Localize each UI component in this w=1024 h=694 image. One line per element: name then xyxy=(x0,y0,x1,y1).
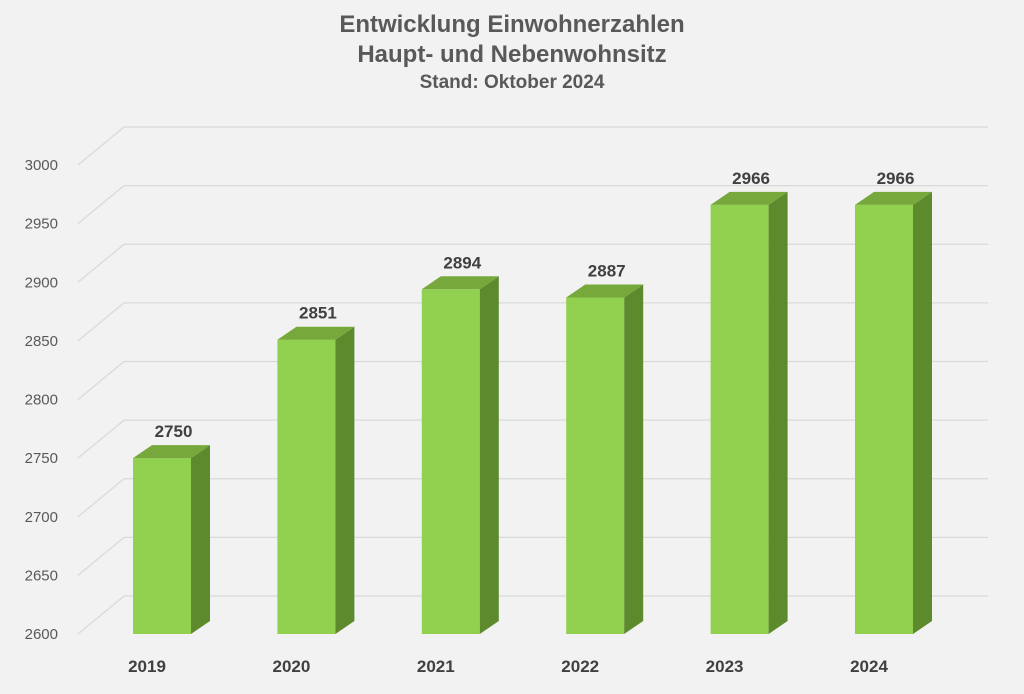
y-tick-label: 2700 xyxy=(25,509,58,526)
data-labels: 2750 2851 2894 2887 2966 2966 xyxy=(155,169,915,441)
bar-2021 xyxy=(421,276,499,634)
bar-side xyxy=(624,284,644,634)
data-label: 2851 xyxy=(299,304,337,323)
bar-2023 xyxy=(710,191,788,635)
data-label: 2887 xyxy=(588,261,626,280)
gridline xyxy=(77,419,988,459)
y-tick-label: 2800 xyxy=(25,392,58,409)
chart-date-note: Stand: Oktober 2024 xyxy=(419,72,605,93)
data-label: 2894 xyxy=(443,253,481,272)
gridline xyxy=(77,184,988,225)
bar-top xyxy=(133,445,210,459)
y-tick-label: 2900 xyxy=(25,274,58,291)
y-tick-label: 2950 xyxy=(25,216,58,233)
bar-2020 xyxy=(277,326,355,634)
chart-title-block: Entwicklung Einwohnerzahlen Haupt- und N… xyxy=(0,10,1024,96)
grid-layer xyxy=(77,126,988,635)
y-tick-label: 2850 xyxy=(25,333,58,350)
x-tick-label: 2020 xyxy=(272,657,310,676)
y-axis-ticks: 2600 2650 2700 2750 2800 2850 2900 2950 3000 xyxy=(25,157,58,643)
bar-2024 xyxy=(855,191,932,635)
bar-front xyxy=(421,289,480,634)
gridline xyxy=(77,595,988,635)
bar-front xyxy=(566,297,625,634)
bar-2022 xyxy=(566,284,644,634)
chart-title: Entwicklung Einwohnerzahlen xyxy=(339,11,685,38)
x-tick-label: 2022 xyxy=(561,657,599,676)
y-tick-label: 2600 xyxy=(25,626,58,643)
bar-side xyxy=(335,326,355,634)
x-tick-label: 2024 xyxy=(850,657,888,676)
gridline xyxy=(77,536,988,576)
bars xyxy=(133,191,932,635)
bar-top xyxy=(421,276,499,290)
gridline xyxy=(77,360,988,401)
bar-side xyxy=(768,191,788,635)
gridline xyxy=(77,478,988,518)
chart-subtitle: Haupt- und Nebenwohnsitz xyxy=(357,41,667,68)
bar-top xyxy=(855,191,932,205)
y-tick-label: 3000 xyxy=(25,157,58,174)
x-axis-ticks: 2019 2020 2021 2022 2023 2024 xyxy=(128,657,888,676)
bar-side xyxy=(913,191,932,635)
data-label: 2750 xyxy=(155,422,193,441)
x-tick-label: 2019 xyxy=(128,657,166,676)
x-tick-label: 2021 xyxy=(417,657,455,676)
bar-front xyxy=(133,458,191,634)
bar-top xyxy=(566,284,644,298)
bar-top xyxy=(710,191,788,205)
x-tick-label: 2023 xyxy=(706,657,744,676)
bar-2019 xyxy=(133,445,210,634)
data-label: 2966 xyxy=(732,169,770,188)
bar-top xyxy=(277,326,355,340)
gridline xyxy=(77,243,988,283)
bar-side xyxy=(191,445,210,634)
gridline xyxy=(77,126,988,166)
y-tick-label: 2750 xyxy=(25,450,58,467)
y-tick-label: 2650 xyxy=(25,567,58,584)
bar-side xyxy=(479,276,499,634)
bar-front xyxy=(277,339,336,634)
data-label: 2966 xyxy=(877,169,915,188)
bar-front xyxy=(855,204,913,635)
bar-front xyxy=(710,204,769,635)
gridline xyxy=(77,302,988,342)
